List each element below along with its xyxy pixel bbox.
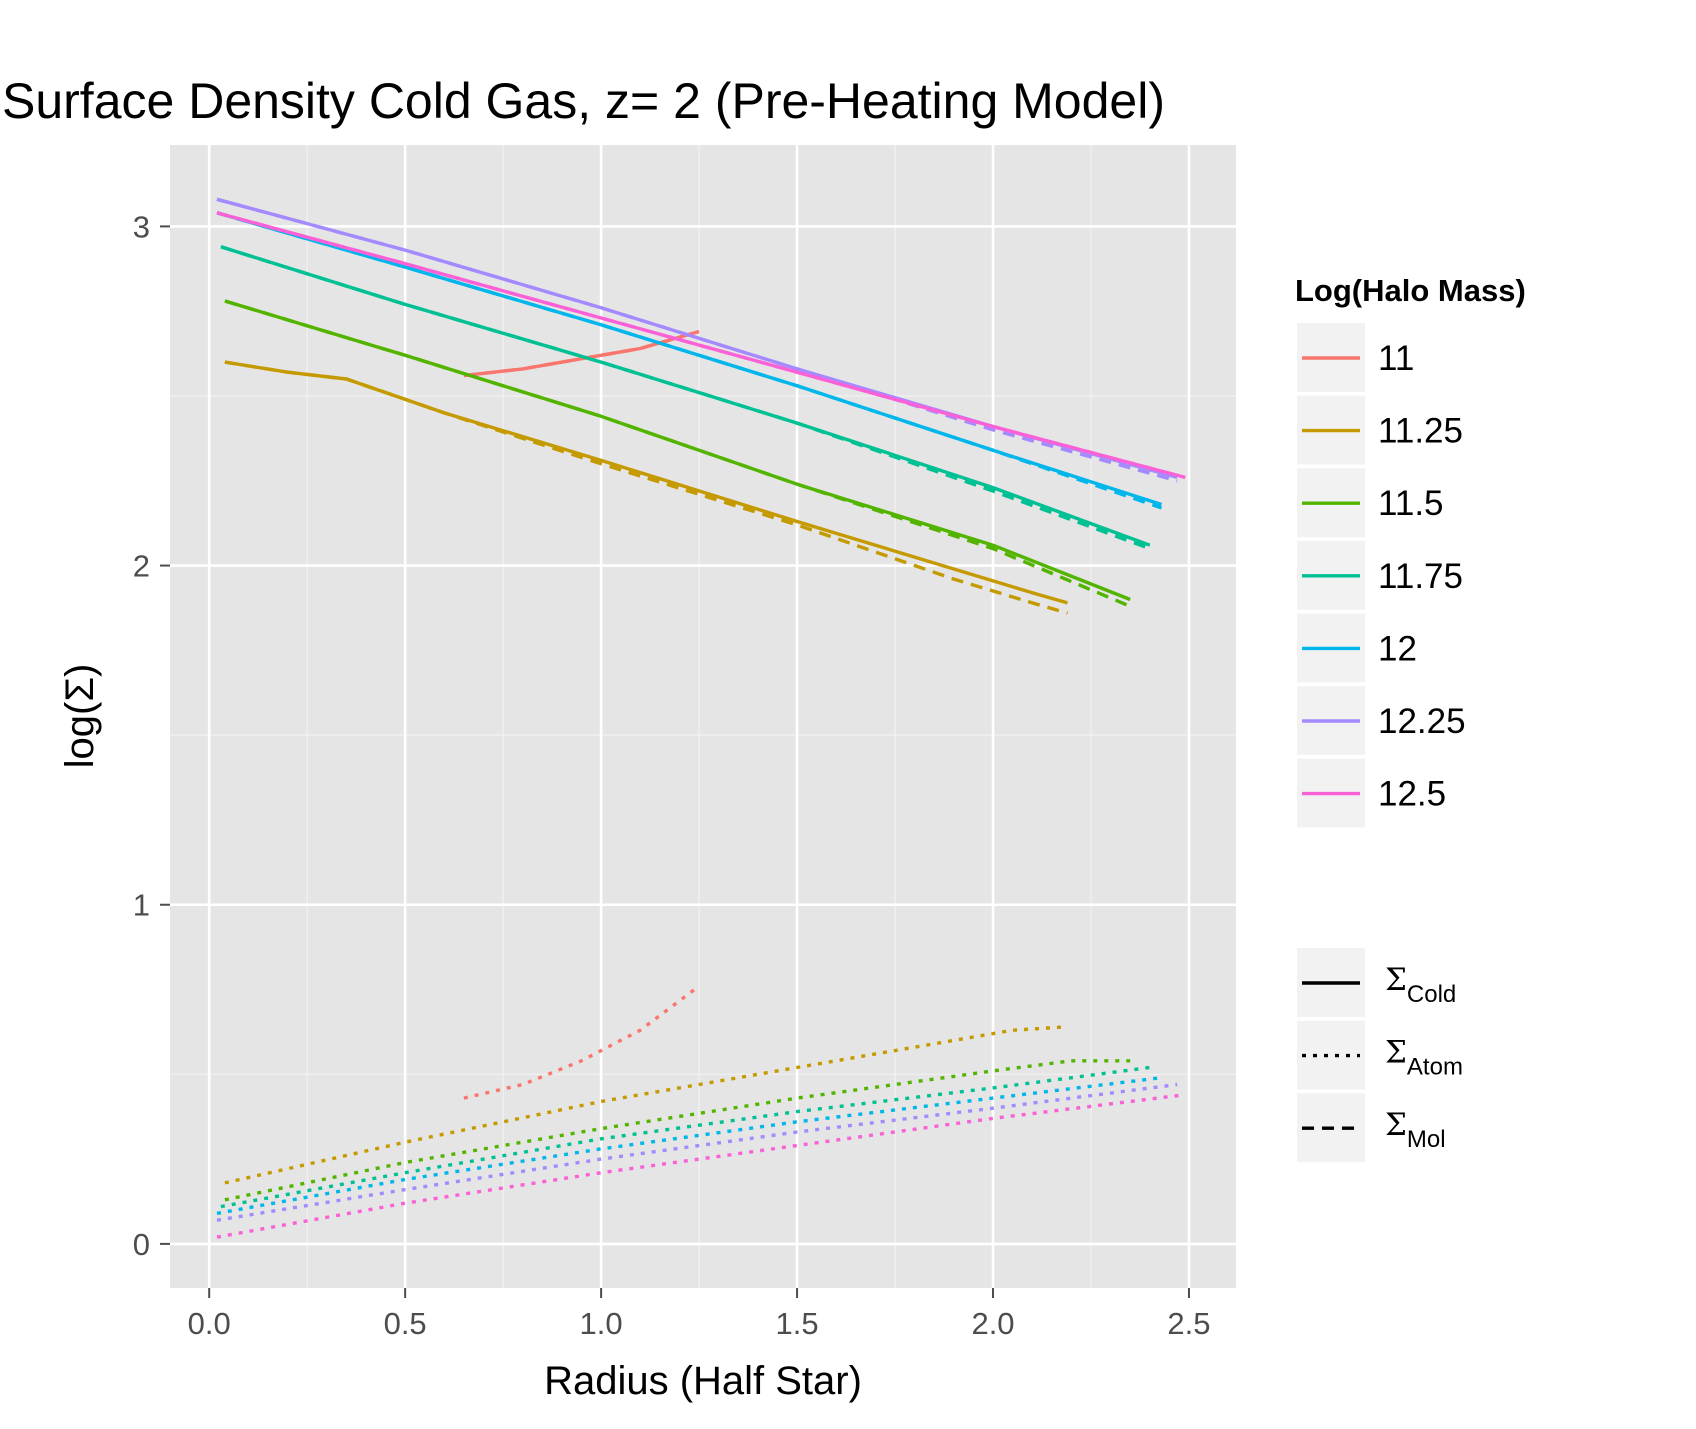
y-tick-label: 2 bbox=[133, 549, 150, 584]
legend-color-item: 11 bbox=[1297, 323, 1414, 392]
y-axis-title: log(Σ) bbox=[58, 664, 102, 769]
legend-color-label: 11.5 bbox=[1378, 484, 1444, 523]
legend-color-label: 12.5 bbox=[1378, 775, 1446, 814]
y-tick-label: 1 bbox=[133, 888, 150, 923]
x-tick-label: 1.0 bbox=[580, 1306, 623, 1341]
series-line-12-cold bbox=[216, 211, 1163, 507]
series-line-12_5-cold bbox=[216, 211, 1186, 480]
series-line-11_75-cold bbox=[220, 245, 1151, 547]
legend-linetype-keys: ΣCold ΣAtom ΣMol bbox=[1297, 948, 1463, 1163]
legend-color-item: 11.5 bbox=[1297, 468, 1444, 538]
chart-title: Surface Density Cold Gas, z= 2 (Pre-Heat… bbox=[2, 73, 1165, 129]
legend-color-label: 11.75 bbox=[1378, 557, 1463, 596]
series-line-12_5-atom bbox=[216, 1093, 1186, 1239]
legend-color-label: 11.25 bbox=[1378, 412, 1463, 451]
legend-color-label: 11 bbox=[1378, 339, 1414, 378]
legend-color-item: 11.25 bbox=[1297, 395, 1463, 465]
axis-ticks: 0.0 0.5 1.0 1.5 2.0 2.5 0 1 2 3 bbox=[133, 209, 1211, 1341]
x-tick-label: 1.5 bbox=[776, 1306, 819, 1341]
series-line-11_75-atom bbox=[220, 1065, 1151, 1209]
legend-linetype-label: ΣMol bbox=[1385, 1107, 1446, 1153]
legend-linetype-label: ΣAtom bbox=[1385, 1035, 1463, 1081]
x-tick-label: 0.0 bbox=[188, 1306, 231, 1341]
series-line-11_5-cold bbox=[224, 299, 1131, 602]
x-tick-label: 2.5 bbox=[1167, 1306, 1210, 1341]
plot-panel bbox=[170, 145, 1236, 1288]
series-line-11_5-mol bbox=[224, 299, 1131, 608]
series-line-12_25-atom bbox=[216, 1082, 1178, 1222]
legend-color-item: 11.75 bbox=[1297, 540, 1463, 610]
legend-title: Log(Halo Mass) bbox=[1295, 273, 1526, 308]
y-tick-label: 0 bbox=[133, 1227, 150, 1262]
legend: Log(Halo Mass) 11 11.25 11.5 11.75 12 12.25 12… bbox=[1295, 273, 1526, 1163]
series-layer bbox=[216, 197, 1186, 1239]
legend-color-item: 12.5 bbox=[1297, 758, 1446, 828]
legend-color-keys: 11 11.25 11.5 11.75 12 12.25 12.5 bbox=[1297, 323, 1466, 828]
series-line-11_25-cold bbox=[224, 360, 1068, 605]
legend-color-label: 12 bbox=[1378, 629, 1417, 668]
legend-key-box bbox=[1297, 1020, 1365, 1090]
legend-linetype-item: ΣAtom bbox=[1297, 1020, 1463, 1090]
series-line-11_5-atom bbox=[224, 1059, 1131, 1202]
x-axis-title: Radius (Half Star) bbox=[544, 1359, 862, 1403]
legend-color-label: 12.25 bbox=[1378, 702, 1466, 741]
x-tick-label: 2.0 bbox=[971, 1306, 1014, 1341]
legend-color-item: 12 bbox=[1297, 613, 1417, 683]
legend-linetype-item: ΣCold bbox=[1297, 948, 1456, 1017]
legend-linetype-label: ΣCold bbox=[1385, 962, 1456, 1008]
y-tick-label: 3 bbox=[133, 209, 150, 244]
series-line-11-atom bbox=[463, 984, 701, 1100]
series-line-11_25-atom bbox=[224, 1025, 1068, 1185]
x-tick-label: 0.5 bbox=[384, 1306, 427, 1341]
legend-color-item: 12.25 bbox=[1297, 686, 1466, 755]
legend-linetype-item: ΣMol bbox=[1297, 1093, 1446, 1163]
grid-minor bbox=[170, 145, 1236, 1288]
